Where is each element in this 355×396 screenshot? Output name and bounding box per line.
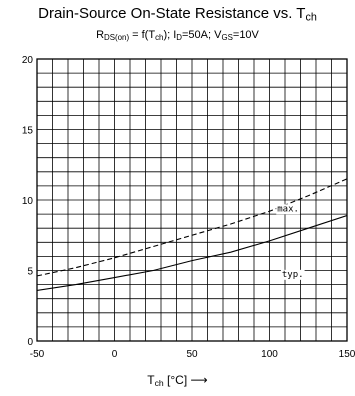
plot-frame	[36, 58, 348, 342]
y-tick-label: 20	[22, 55, 34, 66]
y-tick-label: 15	[22, 126, 34, 137]
chart-title: Drain-Source On-State Resistance vs. Tch	[38, 5, 317, 24]
series-line-typ	[37, 214, 347, 292]
y-tick-label: 5	[27, 267, 33, 278]
x-axis-label: Tch [°C] ⟶	[147, 373, 208, 389]
series-label-bg	[280, 269, 305, 280]
x-tick-label: 100	[261, 349, 278, 360]
x-tick-label: 150	[339, 349, 355, 360]
y-tick-label: 0	[27, 337, 33, 348]
x-tick-label: 50	[186, 349, 198, 360]
series-label-max: max.	[277, 204, 299, 214]
chart-subtitle: RDS(on) = f(Tch); ID=50A; VGS=10V	[96, 29, 259, 42]
series-label-typ: typ.	[282, 270, 304, 280]
y-tick-label: 10	[22, 196, 34, 207]
x-tick-label: -50	[30, 349, 45, 360]
grid-lines	[36, 58, 348, 342]
series-label-bg	[276, 204, 300, 215]
series-line-max	[37, 178, 347, 277]
x-tick-label: 0	[112, 349, 118, 360]
